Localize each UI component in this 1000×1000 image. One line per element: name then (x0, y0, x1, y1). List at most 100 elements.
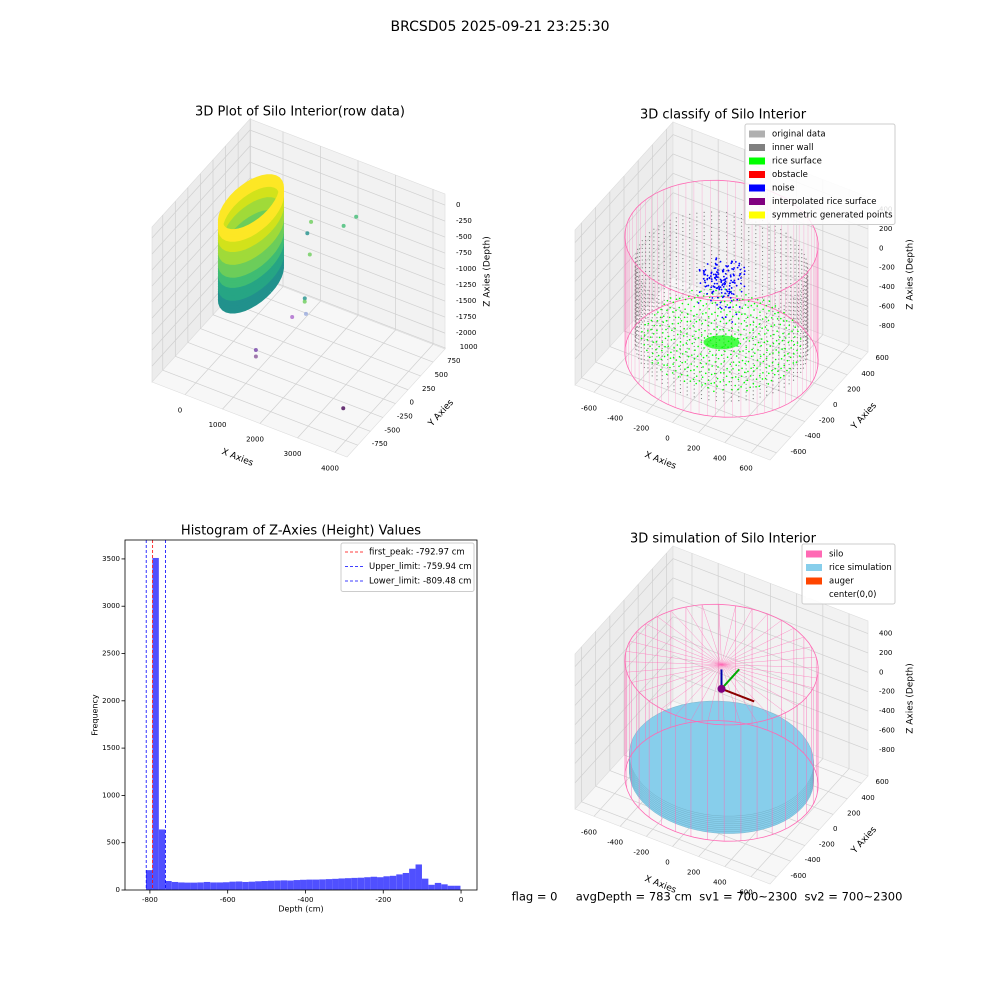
wall-point (790, 255, 792, 258)
wall-point (693, 392, 695, 394)
wall-point (738, 326, 740, 328)
silo-spoke (685, 606, 722, 665)
rice-point (734, 333, 736, 335)
rice-point (699, 362, 702, 364)
silo-spoke (701, 604, 722, 665)
y-tick-label: -400 (805, 856, 821, 864)
wall-point (745, 368, 747, 370)
wall-point (766, 336, 768, 338)
rice-point (789, 367, 791, 370)
rice-point (658, 336, 661, 339)
wall-point (726, 242, 728, 245)
wall-point (711, 254, 713, 256)
noise-point (740, 277, 742, 279)
noise-point (721, 284, 724, 287)
wall-point (759, 396, 761, 398)
wall-point (703, 238, 705, 241)
wall-point (792, 329, 795, 331)
wall-point (641, 309, 643, 312)
noise-point (715, 271, 718, 273)
wall-point (656, 336, 658, 338)
x-tick-label: -400 (298, 896, 314, 904)
wall-point (644, 301, 647, 304)
noise-point (704, 269, 707, 271)
wall-point (639, 290, 641, 293)
y-tick-label: -500 (384, 426, 400, 434)
z-tick-label: -1250 (456, 281, 476, 289)
wall-point (636, 349, 638, 351)
rice-point (700, 353, 702, 355)
wall-point (790, 275, 792, 277)
rice-point (784, 347, 787, 350)
wall-point (792, 305, 795, 308)
rice-point (759, 355, 762, 358)
wall-point (689, 275, 691, 277)
wall-point (661, 374, 663, 377)
wall-point (778, 354, 780, 356)
wall-point (700, 386, 703, 388)
rice-point (690, 363, 693, 365)
wall-point (755, 240, 757, 243)
wall-point (780, 298, 782, 301)
z-tick-label: -250 (456, 217, 472, 225)
x-tick-label: 200 (687, 445, 700, 453)
legend-swatch (749, 171, 765, 178)
y-tick-label: 200 (847, 385, 860, 393)
wall-point (740, 237, 743, 239)
rice-point (752, 329, 754, 331)
wall-point (635, 302, 637, 304)
z-tick-label: 200 (879, 649, 892, 657)
rice-point (696, 355, 699, 358)
wall-point (653, 236, 655, 238)
wall-point (794, 259, 796, 262)
rice-point (644, 323, 646, 326)
wall-point (640, 339, 642, 341)
grid-line (581, 801, 777, 878)
wall-point (656, 332, 658, 334)
silo-spoke (625, 650, 722, 665)
figure-title: BRCSD05 2025-09-21 23:25:30 (390, 19, 609, 35)
wall-point (682, 288, 684, 291)
wall-point (679, 372, 682, 374)
noise-point (729, 282, 731, 285)
noise-point (733, 279, 736, 282)
wall-point (656, 363, 658, 365)
noise-point (719, 278, 722, 281)
histogram-bar (312, 879, 320, 890)
wall-point (780, 271, 782, 273)
wall-point (752, 351, 754, 353)
wall-point (686, 339, 688, 342)
rice-point (740, 386, 742, 388)
z-tick-label: -800 (879, 746, 895, 754)
rice-point (762, 360, 765, 363)
wall-point (748, 258, 750, 260)
wall-point (639, 275, 641, 277)
wall-point (634, 257, 636, 260)
wall-point (726, 281, 728, 283)
wall-point (752, 343, 754, 345)
rice-point (728, 319, 731, 322)
wall-point (648, 274, 651, 277)
wall-point (772, 322, 774, 324)
wall-point (656, 305, 658, 307)
rice-point (662, 332, 664, 334)
wall-point (730, 373, 732, 375)
silo-spoke (636, 631, 722, 665)
wall-point (644, 236, 647, 238)
rice-point (708, 359, 711, 362)
wall-point (653, 228, 655, 230)
rice-point (661, 341, 664, 344)
wall-point (651, 344, 653, 346)
wall-point (768, 280, 770, 282)
rice-point (767, 329, 769, 332)
wall-point (785, 232, 787, 234)
wall-point (703, 223, 705, 225)
rice-point (651, 352, 654, 355)
wall-point (689, 213, 691, 215)
wall-point (708, 399, 710, 401)
wall-point (689, 240, 691, 243)
rice-point (655, 348, 657, 351)
wall-point (772, 349, 774, 351)
wall-point (641, 321, 643, 323)
histogram-bar (203, 881, 211, 890)
